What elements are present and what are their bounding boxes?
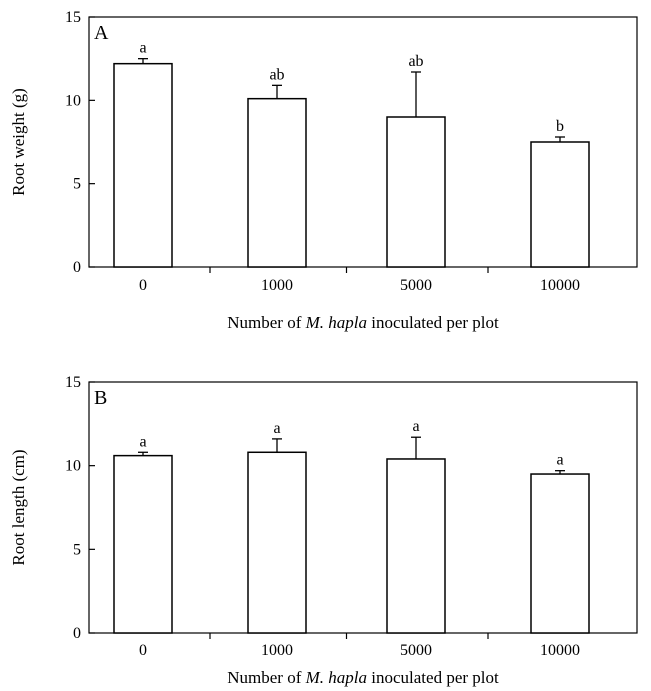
significance-label: ab	[408, 53, 423, 70]
significance-label: ab	[269, 66, 284, 83]
x-axis-label-part: Number of	[227, 668, 305, 687]
y-tick-label: 10	[65, 458, 81, 475]
x-axis-label-part: inoculated per plot	[367, 313, 499, 332]
bar	[386, 116, 446, 268]
plot-frame	[88, 381, 638, 634]
panel-label: B	[94, 387, 107, 409]
bar	[247, 451, 307, 634]
significance-label: a	[273, 420, 280, 437]
bar	[386, 458, 446, 634]
plot-frame	[88, 16, 638, 268]
y-tick-label: 0	[73, 259, 81, 276]
x-axis-label-species: M. hapla	[305, 313, 367, 332]
y-axis-label: Root weight (g)	[9, 88, 28, 196]
significance-label: a	[412, 418, 419, 435]
significance-label: a	[556, 452, 563, 469]
panel-label: A	[94, 22, 109, 44]
x-tick-label: 5000	[400, 277, 432, 294]
x-axis-label-species: M. hapla	[305, 668, 367, 687]
x-axis-label-part: Number of	[227, 313, 305, 332]
bar	[530, 141, 590, 268]
significance-label: a	[139, 433, 146, 450]
x-axis-label: Number of M. hapla inoculated per plot	[227, 668, 499, 687]
y-axis-label: Root length (cm)	[9, 449, 28, 565]
chart-panel-b: 0 5 10 15 a 0 a 1000 a 5000 a 10000 B Root length (cm…	[9, 374, 638, 687]
x-axis-label-part: inoculated per plot	[367, 668, 499, 687]
y-tick-label: 5	[73, 541, 81, 558]
y-tick-label: 0	[73, 625, 81, 642]
x-tick-label: 1000	[261, 642, 293, 659]
x-tick-label: 10000	[540, 642, 580, 659]
y-tick-label: 15	[65, 374, 81, 391]
significance-label: a	[139, 40, 146, 57]
chart-panel-a: 0 5 10 15 a 0 ab 1000 ab 5000 b 10000 A Root weight (…	[9, 9, 638, 332]
bar	[530, 473, 590, 634]
y-tick-label: 10	[65, 92, 81, 109]
x-tick-label: 10000	[540, 277, 580, 294]
significance-label: b	[556, 118, 564, 135]
x-axis-label: Number of M. hapla inoculated per plot	[227, 313, 499, 332]
x-tick-label: 0	[139, 642, 147, 659]
x-tick-label: 5000	[400, 642, 432, 659]
bar	[113, 62, 173, 268]
bar	[247, 97, 307, 268]
y-tick-label: 5	[73, 176, 81, 193]
bar	[113, 454, 173, 634]
x-tick-label: 1000	[261, 277, 293, 294]
x-tick-label: 0	[139, 277, 147, 294]
y-tick-label: 15	[65, 9, 81, 26]
